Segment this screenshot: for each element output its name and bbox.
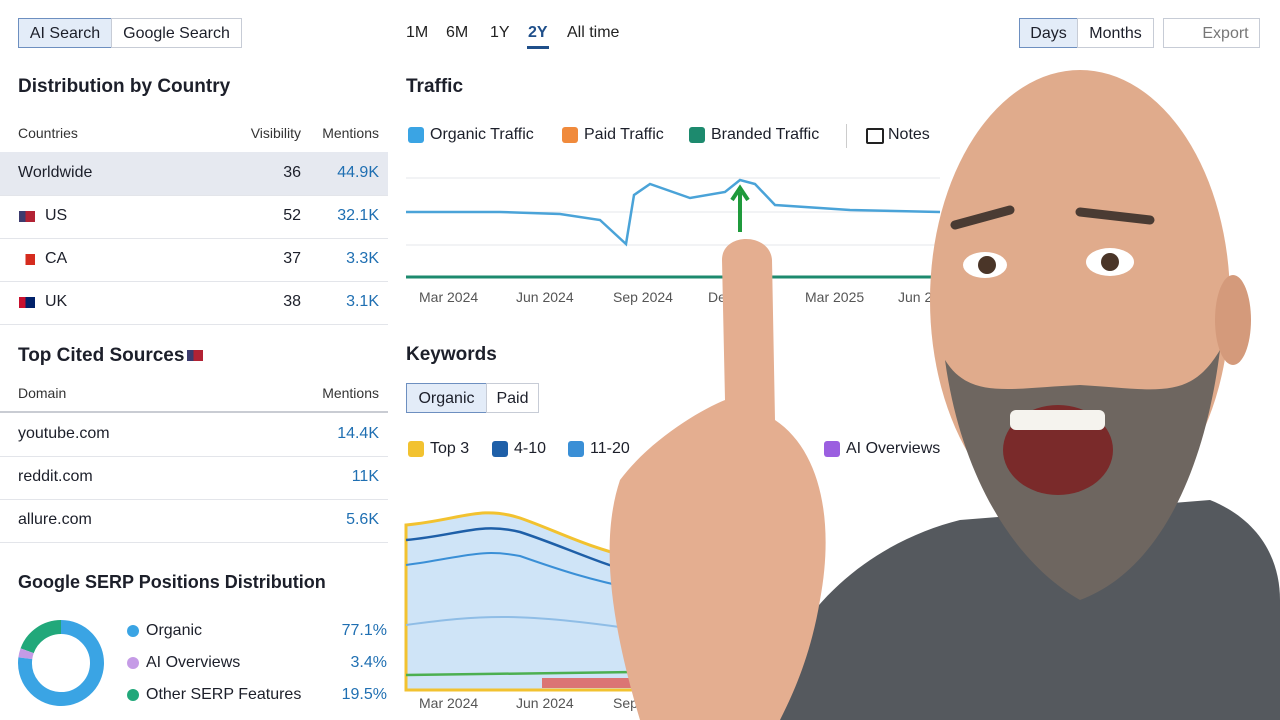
tab[interactable]: Paid bbox=[486, 383, 539, 413]
notes-icon bbox=[866, 128, 884, 144]
visibility: 36 bbox=[283, 164, 301, 181]
flag bbox=[187, 350, 203, 361]
area-line bbox=[405, 616, 641, 631]
checkbox[interactable] bbox=[408, 127, 424, 143]
marker-band bbox=[542, 678, 640, 688]
tab[interactable]: Organic bbox=[406, 383, 487, 413]
column-header: Mentions bbox=[322, 385, 379, 401]
checkbox[interactable] bbox=[689, 127, 705, 143]
legend-label: Organic bbox=[146, 622, 203, 639]
export-button[interactable]: Export bbox=[1163, 18, 1260, 48]
legend-label[interactable]: Paid Traffic bbox=[584, 126, 664, 143]
table-row bbox=[0, 238, 388, 282]
checkbox[interactable] bbox=[562, 127, 578, 143]
section-title: Distribution by Country bbox=[18, 76, 231, 97]
section-title: Google SERP Positions Distribution bbox=[18, 572, 326, 592]
legend-dot bbox=[127, 657, 139, 669]
range-button[interactable]: 6M bbox=[446, 24, 469, 41]
legend-dot bbox=[127, 689, 139, 701]
table-row bbox=[0, 499, 388, 543]
area-line bbox=[405, 670, 641, 677]
checkbox[interactable] bbox=[824, 441, 840, 457]
legend-value: 3.4% bbox=[350, 654, 387, 671]
tab[interactable]: Days bbox=[1019, 18, 1078, 48]
range-underline bbox=[527, 46, 549, 49]
area bbox=[404, 511, 642, 692]
checkbox[interactable] bbox=[568, 441, 584, 457]
legend-value: 77.1% bbox=[341, 622, 387, 639]
table-row bbox=[0, 413, 388, 457]
legend-label[interactable]: AI Overviews bbox=[846, 440, 941, 457]
legend-dot bbox=[127, 625, 139, 637]
domain: reddit.com bbox=[18, 468, 93, 485]
tab[interactable]: Google Search bbox=[111, 18, 242, 48]
x-tick-label: Jun 2024 bbox=[516, 695, 574, 711]
divider bbox=[846, 124, 847, 148]
legend-label[interactable]: Branded Traffic bbox=[711, 126, 820, 143]
section-title: Top Cited Sources bbox=[18, 345, 185, 366]
domain: youtube.com bbox=[18, 425, 110, 442]
area-line bbox=[405, 527, 641, 577]
legend-label[interactable]: 4-10 bbox=[514, 440, 547, 457]
country-name: UK bbox=[45, 293, 68, 310]
visibility: 38 bbox=[283, 293, 301, 310]
column-header: Domain bbox=[18, 385, 67, 401]
mentions: 3.3K bbox=[346, 250, 379, 267]
domain: allure.com bbox=[18, 511, 92, 528]
mentions: 44.9K bbox=[337, 164, 379, 181]
legend-value: 19.5% bbox=[341, 686, 387, 703]
range-button[interactable]: 2Y bbox=[528, 24, 548, 41]
mentions: 5.6K bbox=[346, 511, 379, 528]
range-button[interactable]: All time bbox=[567, 24, 620, 41]
legend-label[interactable]: Top 3 bbox=[430, 440, 470, 457]
checkbox[interactable] bbox=[492, 441, 508, 457]
table-row bbox=[0, 456, 388, 500]
legend-label[interactable]: Organic Traffic bbox=[430, 126, 534, 143]
mentions: 32.1K bbox=[337, 207, 379, 224]
mentions: 3.1K bbox=[346, 293, 379, 310]
checkbox[interactable] bbox=[408, 441, 424, 457]
flag bbox=[19, 254, 35, 265]
column-header: Mentions bbox=[322, 125, 379, 141]
table-row bbox=[0, 152, 388, 196]
legend-label: Other SERP Features bbox=[146, 686, 302, 703]
country-name: CA bbox=[45, 250, 68, 267]
table-row bbox=[0, 281, 388, 325]
x-tick-label: Mar 2024 bbox=[419, 695, 479, 711]
country-name: Worldwide bbox=[18, 164, 93, 181]
x-tick-label: Jun 2024 bbox=[516, 289, 574, 305]
area-line bbox=[405, 552, 641, 591]
organic-line bbox=[406, 178, 941, 247]
tab[interactable]: AI Search bbox=[18, 18, 112, 48]
notes-button[interactable]: Notes bbox=[888, 126, 930, 143]
flag bbox=[19, 297, 35, 308]
column-header: Visibility bbox=[250, 125, 301, 141]
section-title: Keywords bbox=[406, 344, 497, 365]
range-button[interactable]: 1Y bbox=[490, 24, 510, 41]
column-header: Countries bbox=[18, 125, 78, 141]
section-title: Traffic bbox=[406, 76, 464, 97]
visibility: 37 bbox=[283, 250, 301, 267]
range-button[interactable]: 1M bbox=[406, 24, 429, 41]
visibility: 52 bbox=[283, 207, 301, 224]
header-rule bbox=[0, 411, 388, 413]
mentions: 14.4K bbox=[337, 425, 379, 442]
charts bbox=[404, 177, 941, 692]
tab[interactable]: Months bbox=[1077, 18, 1154, 48]
flag bbox=[19, 211, 35, 222]
legend-label: AI Overviews bbox=[146, 654, 241, 671]
x-tick-label: Mar 2024 bbox=[419, 289, 479, 305]
table-row bbox=[0, 195, 388, 239]
mentions: 11K bbox=[351, 468, 379, 485]
country-name: US bbox=[45, 207, 68, 224]
arrow bbox=[730, 184, 750, 232]
